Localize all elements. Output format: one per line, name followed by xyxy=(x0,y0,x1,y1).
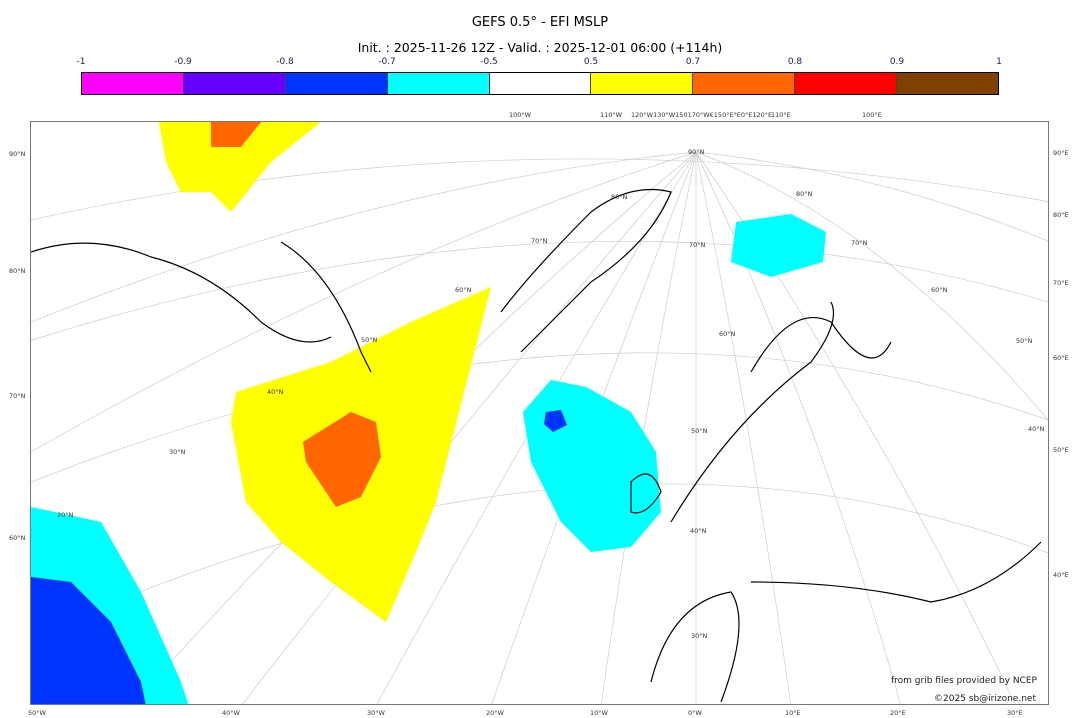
map-subtitle: Init. : 2025-11-26 12Z - Valid. : 2025-1… xyxy=(357,40,723,55)
graticule-label: 100°W xyxy=(509,111,532,119)
graticule-label: 30°E xyxy=(1007,709,1023,717)
graticule-label: 80°N xyxy=(611,193,628,201)
graticule-label: 60°N xyxy=(455,286,472,294)
colorbar-swatch xyxy=(183,73,286,94)
colorbar-tick: -0.7 xyxy=(378,57,396,67)
colorbar-swatch xyxy=(387,73,490,94)
colorbar-tick: 0.8 xyxy=(787,57,803,67)
colorbar-swatch xyxy=(591,73,694,94)
graticule-label: 40°E xyxy=(1053,571,1069,579)
credit-source: from grib files provided by NCEP xyxy=(891,676,1037,686)
graticule-label: 50°N xyxy=(361,336,378,344)
graticule-label: 20°W xyxy=(486,709,504,717)
graticule-label: 100°E xyxy=(862,111,882,119)
colorbar-swatch xyxy=(795,73,898,94)
graticule-label: 60°E xyxy=(1053,354,1069,362)
colorbar-tick: 0.9 xyxy=(889,57,905,67)
graticule-label: 40°N xyxy=(267,388,284,396)
graticule-label: 0°W xyxy=(688,709,702,717)
graticule-label: 110°E xyxy=(771,111,791,119)
graticule-label: 50°N xyxy=(691,427,708,435)
colorbar-tick: 0.5 xyxy=(583,57,599,67)
graticule-label: 90°N xyxy=(688,148,705,156)
graticule-label: 30°N xyxy=(169,448,186,456)
efi-blue-southwest xyxy=(31,577,146,704)
graticule-label: 70°N xyxy=(531,237,548,245)
graticule-label: 90°E xyxy=(1053,149,1069,157)
colorbar-tick: -1 xyxy=(76,57,86,67)
graticule-label: 20°N xyxy=(57,511,74,519)
graticule-label: 120°W130°W150170°W€150°E°E0°E120°E xyxy=(631,111,773,119)
graticule-label: 60°N xyxy=(719,330,736,338)
graticule-label: 50°E xyxy=(1053,446,1069,454)
colorbar-swatch xyxy=(693,73,796,94)
efi-cyan-arctic xyxy=(731,214,826,277)
graticule-label: 80°N xyxy=(9,267,26,275)
colorbar-swatch xyxy=(82,73,184,94)
colorbar-tick: -0.8 xyxy=(276,57,294,67)
efi-blue-ireland xyxy=(544,410,567,432)
efi-fields xyxy=(31,122,826,704)
map-title: GEFS 0.5° - EFI MSLP xyxy=(471,15,609,30)
graticule-label: 30°N xyxy=(691,632,708,640)
graticule-label: 50°N xyxy=(1016,337,1033,345)
colorbar-swatch xyxy=(897,73,999,94)
credit-copyright: ©2025 sb@irizone.net xyxy=(934,694,1036,704)
graticule-label: 50°W xyxy=(28,709,46,717)
graticule-label: 30°W xyxy=(367,709,385,717)
colorbar-tick: -0.5 xyxy=(480,57,498,67)
colorbar-tick: -0.9 xyxy=(174,57,192,67)
graticule-label: 60°N xyxy=(931,286,948,294)
colorbar-swatch xyxy=(489,73,592,94)
graticule-label: 70°N xyxy=(689,241,706,249)
graticule-label: 110°W xyxy=(600,111,623,119)
efi-orange-north xyxy=(211,122,261,147)
coastlines xyxy=(31,189,1042,703)
colorbar-tick: 1 xyxy=(996,57,1002,67)
colorbar-swatch xyxy=(285,73,388,94)
graticule-label: 40°W xyxy=(222,709,240,717)
colorbar-tick: 0.7 xyxy=(685,57,701,67)
efi-cyan-ireland xyxy=(523,380,661,552)
graticule-label: 20°E xyxy=(890,709,906,717)
graticule-label: 80°E xyxy=(1053,211,1069,219)
graticule-label: 70°E xyxy=(1053,279,1069,287)
efi-yellow-greenland-north xyxy=(159,122,321,212)
map-svg xyxy=(31,122,1048,704)
efi-orange-atlantic xyxy=(303,412,381,507)
graticule-label: 40°N xyxy=(690,527,707,535)
graticule-label: 60°N xyxy=(9,534,26,542)
graticule-label: 80°N xyxy=(796,190,813,198)
map-area: 90°N 80°N 70°N 60°N 50°N 40°N 30°N 80°N 70°N 60°N… xyxy=(30,121,1049,705)
graticule-label: 10°W xyxy=(590,709,608,717)
graticule-label: 40°N xyxy=(1028,425,1045,433)
colorbar xyxy=(81,72,999,95)
graticule-label: 70°N xyxy=(9,392,26,400)
graticule-label: 70°N xyxy=(851,239,868,247)
graticule-label: 10°E xyxy=(785,709,801,717)
graticule-label: 90°N xyxy=(9,150,26,158)
